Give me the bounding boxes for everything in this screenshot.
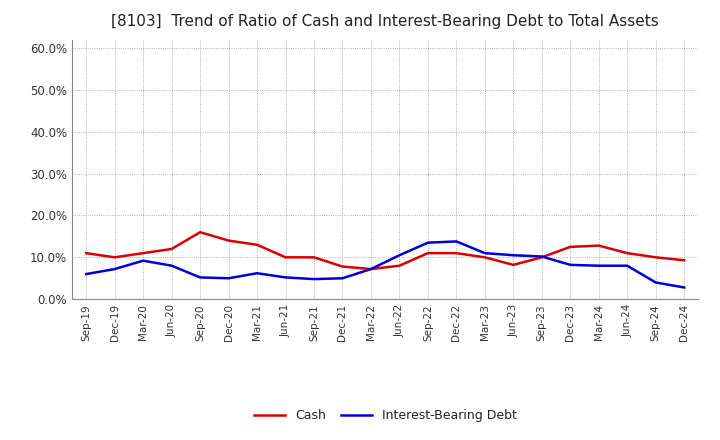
Interest-Bearing Debt xyxy=(253,271,261,276)
Interest-Bearing Debt xyxy=(282,275,290,280)
Cash xyxy=(452,250,461,256)
Interest-Bearing Debt xyxy=(480,250,489,256)
Interest-Bearing Debt xyxy=(452,239,461,244)
Interest-Bearing Debt xyxy=(82,271,91,277)
Cash xyxy=(110,255,119,260)
Interest-Bearing Debt xyxy=(395,253,404,258)
Interest-Bearing Debt xyxy=(110,266,119,271)
Cash xyxy=(566,244,575,249)
Cash xyxy=(253,242,261,247)
Cash xyxy=(680,258,688,263)
Cash xyxy=(310,255,318,260)
Cash xyxy=(423,250,432,256)
Line: Interest-Bearing Debt: Interest-Bearing Debt xyxy=(86,242,684,287)
Cash xyxy=(652,255,660,260)
Cash xyxy=(139,250,148,256)
Interest-Bearing Debt xyxy=(652,280,660,285)
Cash xyxy=(338,264,347,269)
Interest-Bearing Debt xyxy=(566,262,575,268)
Interest-Bearing Debt xyxy=(623,263,631,268)
Cash xyxy=(282,255,290,260)
Interest-Bearing Debt xyxy=(225,275,233,281)
Interest-Bearing Debt xyxy=(366,266,375,271)
Interest-Bearing Debt xyxy=(680,285,688,290)
Cash xyxy=(366,266,375,271)
Cash xyxy=(225,238,233,243)
Interest-Bearing Debt xyxy=(167,263,176,268)
Cash xyxy=(595,243,603,248)
Interest-Bearing Debt xyxy=(509,253,518,258)
Cash xyxy=(537,255,546,260)
Cash xyxy=(395,263,404,268)
Interest-Bearing Debt xyxy=(595,263,603,268)
Title: [8103]  Trend of Ratio of Cash and Interest-Bearing Debt to Total Assets: [8103] Trend of Ratio of Cash and Intere… xyxy=(112,14,659,29)
Interest-Bearing Debt xyxy=(310,276,318,282)
Cash xyxy=(480,255,489,260)
Cash xyxy=(196,230,204,235)
Cash xyxy=(623,250,631,256)
Interest-Bearing Debt xyxy=(196,275,204,280)
Cash xyxy=(167,246,176,252)
Interest-Bearing Debt xyxy=(537,254,546,259)
Interest-Bearing Debt xyxy=(139,258,148,263)
Interest-Bearing Debt xyxy=(423,240,432,246)
Cash xyxy=(82,250,91,256)
Interest-Bearing Debt xyxy=(338,275,347,281)
Legend: Cash, Interest-Bearing Debt: Cash, Interest-Bearing Debt xyxy=(248,403,523,428)
Line: Cash: Cash xyxy=(86,232,684,269)
Cash xyxy=(509,262,518,268)
